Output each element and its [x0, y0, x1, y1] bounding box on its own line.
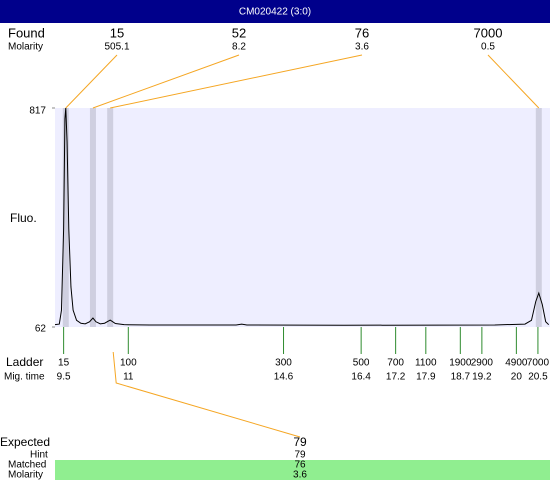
found-molarity: 8.2: [232, 42, 246, 53]
found-size: 7000: [474, 25, 503, 40]
ladder-size: 300: [275, 358, 292, 369]
ladder-size: 1900: [449, 358, 472, 369]
molarity-label: Molarity: [8, 470, 43, 480]
molarity-value: 3.6: [293, 470, 307, 480]
ladder-time: 16.4: [351, 372, 371, 383]
ladder-time: 14.6: [274, 372, 294, 383]
ladder-size: 2900: [471, 358, 494, 369]
found-label: Found: [8, 25, 45, 40]
found-size: 76: [355, 25, 369, 40]
expected-label: Expected: [0, 435, 50, 449]
y-tick-label: 62: [35, 324, 47, 335]
window-title: CM020422 (3:0): [239, 7, 311, 18]
ladder-time: 19.2: [472, 372, 492, 383]
ladder-time: 17.9: [416, 372, 436, 383]
matched-value: 76: [294, 460, 306, 471]
ladder-size: 15: [58, 358, 70, 369]
expected-value: 79: [293, 435, 307, 449]
ladder-label: Ladder: [6, 355, 43, 369]
ladder-size: 7000: [527, 358, 550, 369]
matched-band: [55, 460, 550, 480]
plot-area: [55, 108, 550, 327]
molarity-label: Molarity: [8, 42, 43, 53]
peak-band: [62, 108, 69, 327]
ladder-size: 700: [387, 358, 404, 369]
peak-band: [107, 108, 114, 327]
mig-time-label: Mig. time: [4, 372, 45, 383]
y-tick-label: 817: [29, 106, 46, 117]
ladder-size: 500: [353, 358, 370, 369]
peak-link: [487, 54, 540, 109]
peak-band: [89, 108, 96, 327]
peak-link: [65, 54, 118, 109]
found-size: 15: [110, 25, 124, 40]
peak-band: [535, 108, 542, 327]
peak-link: [92, 54, 240, 109]
found-molarity: 3.6: [355, 42, 369, 53]
expected-link: [112, 351, 301, 438]
trace: [54, 107, 550, 326]
hint-value: 79: [294, 450, 306, 461]
ladder-size: 1100: [415, 358, 437, 369]
ladder-time: 20.5: [528, 372, 548, 383]
ladder-time: 20: [511, 372, 523, 383]
hint-label: Hint: [30, 450, 48, 461]
found-molarity: 0.5: [481, 42, 495, 53]
peak-link: [110, 54, 363, 109]
found-size: 52: [232, 25, 246, 40]
matched-label: Matched: [8, 460, 46, 471]
ladder-time: 18.7: [451, 372, 471, 383]
ladder-size: 4900: [505, 358, 528, 369]
y-axis-label: Fluo.: [10, 211, 37, 225]
ladder-time: 17.2: [386, 372, 406, 383]
ladder-time: 11: [123, 372, 134, 383]
ladder-time: 9.5: [57, 372, 71, 383]
found-molarity: 505.1: [104, 42, 129, 53]
ladder-size: 100: [120, 358, 137, 369]
title-bar: [0, 0, 550, 23]
